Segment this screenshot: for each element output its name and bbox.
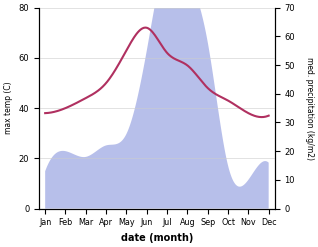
Y-axis label: max temp (C): max temp (C) [4,82,13,134]
Y-axis label: med. precipitation (kg/m2): med. precipitation (kg/m2) [305,57,314,160]
X-axis label: date (month): date (month) [121,233,193,243]
